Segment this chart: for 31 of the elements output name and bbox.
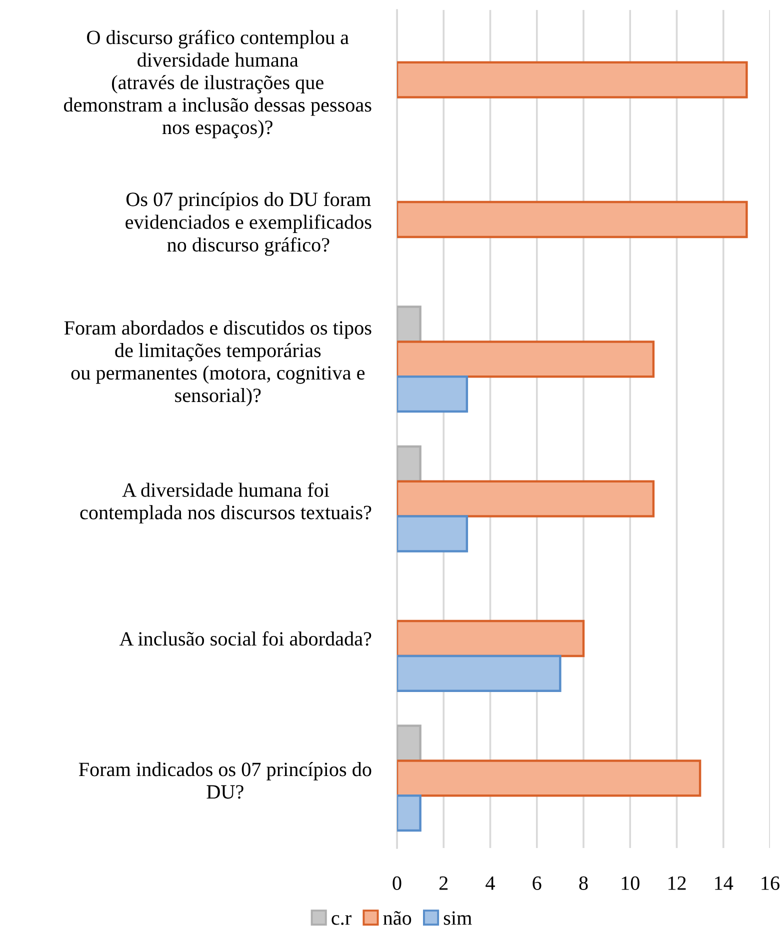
x-tick-label: 4	[486, 876, 495, 890]
bar	[397, 620, 585, 658]
bar	[397, 445, 422, 482]
y-tick-label: A inclusão social foi abordada?	[119, 631, 372, 646]
bar	[397, 724, 422, 762]
bar	[397, 515, 468, 552]
x-tick-label: 14	[715, 876, 734, 890]
x-tick-label: 8	[579, 876, 588, 890]
x-tick-label: 10	[622, 876, 640, 890]
x-tick-label: 12	[668, 876, 686, 890]
y-tick-label: A diversidade humana foi contemplada nos discursos textuais?	[80, 482, 372, 524]
x-tick-label: 0	[392, 876, 402, 890]
legend-label: sim	[444, 911, 472, 925]
bar	[397, 306, 422, 343]
x-tick-label: 16	[762, 876, 780, 890]
legend-label: não	[383, 911, 412, 925]
legend-label: c.r	[332, 915, 352, 925]
y-tick-label: Foram indicados os 07 princípios do DU?	[78, 762, 372, 799]
x-tick-label: 2	[439, 876, 448, 890]
bar	[397, 654, 562, 692]
bar	[397, 480, 655, 518]
bar	[397, 376, 468, 413]
bar	[397, 61, 748, 98]
x-tick-label: 6	[532, 876, 542, 890]
bar	[397, 794, 422, 832]
bar	[397, 760, 702, 797]
y-tick-label: O discurso gráfico contemplou a diversidade humana (através de ilustrações que demonstram a inclusão dessas pessoas nos espaços)?	[64, 30, 372, 138]
y-tick-label: Os 07 princípios do DU foram evidenciados e exemplificados no discurso gráfico?	[126, 192, 372, 256]
bar	[397, 200, 748, 238]
y-tick-label: Foram abordados e discutidos os tipos de limitações temporárias ou permanentes (motora, cognitiva e sensorial)?	[64, 320, 372, 406]
bar	[397, 340, 655, 378]
